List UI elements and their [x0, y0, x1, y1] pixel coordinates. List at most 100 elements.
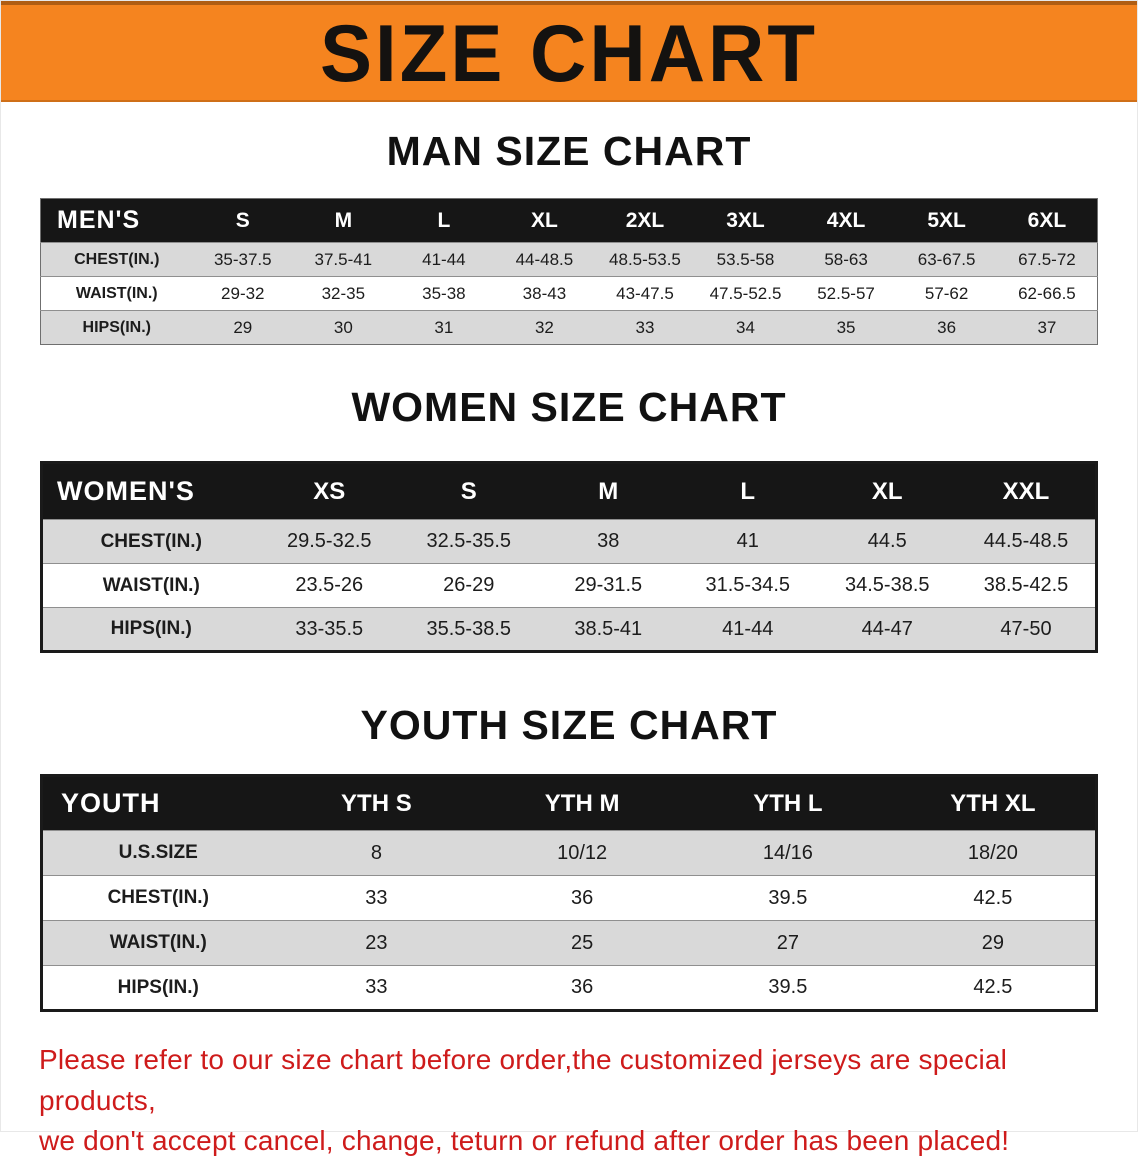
page-title: SIZE CHART [320, 6, 818, 99]
youth-size-table: YOUTH YTH S YTH M YTH L YTH XL U.S.SIZE 8 10/12… [40, 774, 1098, 1013]
table-cell: 25 [479, 920, 685, 966]
row-label: WAIST(IN.) [41, 920, 274, 966]
table-cell: 52.5-57 [795, 276, 897, 311]
womens-corner-label: WOMEN'S [41, 462, 260, 520]
table-cell: 38-43 [494, 276, 595, 311]
size-column-header: XL [494, 198, 595, 243]
size-column-header: S [192, 198, 294, 243]
table-cell: 44-48.5 [494, 242, 595, 277]
table-cell: 47.5-52.5 [695, 276, 796, 311]
table-cell: 39.5 [685, 965, 891, 1011]
table-cell: 36 [479, 965, 685, 1011]
table-cell: 37 [996, 310, 1098, 345]
table-cell: 30 [293, 310, 394, 345]
size-column-header: XS [259, 462, 399, 520]
table-cell: 27 [685, 920, 891, 966]
table-cell: 14/16 [685, 830, 891, 876]
size-column-header: 3XL [695, 198, 796, 243]
table-cell: 38 [538, 519, 678, 564]
table-cell: 42.5 [890, 965, 1097, 1011]
disclaimer: Please refer to our size chart before or… [39, 1040, 1099, 1162]
table-cell: 18/20 [890, 830, 1097, 876]
size-column-header: 4XL [795, 198, 897, 243]
table-cell: 31 [393, 310, 495, 345]
row-label: WAIST(IN.) [41, 563, 260, 608]
size-column-header: L [393, 198, 495, 243]
table-row: WAIST(IN.) 23.5-26 26-29 29-31.5 31.5-34.5 34… [41, 563, 1097, 608]
table-cell: 47-50 [957, 607, 1097, 652]
table-cell: 29-31.5 [538, 563, 678, 608]
row-label: HIPS(IN.) [41, 607, 260, 652]
size-column-header: YTH XL [890, 775, 1097, 831]
table-cell: 37.5-41 [293, 242, 394, 277]
mens-header-row: MEN'S S M L XL 2XL 3XL 4XL 5XL 6XL [40, 198, 1098, 243]
table-row: CHEST(IN.) 35-37.5 37.5-41 41-44 44-48.5 48.5… [40, 242, 1098, 277]
table-cell: 58-63 [795, 242, 897, 277]
mens-corner-label: MEN'S [40, 198, 193, 243]
size-column-header: L [678, 462, 818, 520]
row-label: CHEST(IN.) [41, 875, 274, 921]
size-column-header: M [538, 462, 678, 520]
table-cell: 44-47 [817, 607, 957, 652]
table-cell: 32 [494, 310, 595, 345]
table-cell: 35 [795, 310, 897, 345]
womens-size-table: WOMEN'S XS S M L XL XXL CHEST(IN.) 29.5-32.5 32.5… [40, 461, 1098, 654]
size-column-header: YTH L [685, 775, 891, 831]
table-cell: 35.5-38.5 [399, 607, 539, 652]
table-cell: 42.5 [890, 875, 1097, 921]
table-cell: 41-44 [393, 242, 495, 277]
size-column-header: S [399, 462, 539, 520]
table-cell: 10/12 [479, 830, 685, 876]
size-column-header: 2XL [594, 198, 696, 243]
row-label: WAIST(IN.) [40, 276, 193, 311]
table-cell: 44.5-48.5 [957, 519, 1097, 564]
table-cell: 23 [273, 920, 480, 966]
row-label: HIPS(IN.) [40, 310, 193, 345]
size-column-header: YTH M [479, 775, 685, 831]
mens-size-table: MEN'S S M L XL 2XL 3XL 4XL 5XL 6XL CHEST(IN.) 35-37… [40, 198, 1098, 346]
table-cell: 41 [678, 519, 818, 564]
womens-section-heading: WOMEN SIZE CHART [351, 384, 787, 431]
table-cell: 34.5-38.5 [817, 563, 957, 608]
table-cell: 29 [890, 920, 1097, 966]
size-column-header: 6XL [996, 198, 1098, 243]
table-row: HIPS(IN.) 33-35.5 35.5-38.5 38.5-41 41-44 44-… [41, 607, 1097, 652]
table-cell: 29-32 [192, 276, 294, 311]
table-cell: 41-44 [678, 607, 818, 652]
table-cell: 23.5-26 [259, 563, 399, 608]
table-cell: 33 [273, 875, 480, 921]
size-column-header: YTH S [273, 775, 480, 831]
table-row: WAIST(IN.) 29-32 32-35 35-38 38-43 43-47.5 47.… [40, 276, 1098, 311]
table-cell: 53.5-58 [695, 242, 796, 277]
table-cell: 62-66.5 [996, 276, 1098, 311]
youth-corner-label: YOUTH [41, 775, 274, 831]
table-row: CHEST(IN.) 29.5-32.5 32.5-35.5 38 41 44.5 44.5… [41, 519, 1097, 564]
table-cell: 38.5-42.5 [957, 563, 1097, 608]
size-column-header: 5XL [896, 198, 997, 243]
disclaimer-line-1: Please refer to our size chart before or… [39, 1044, 1008, 1116]
table-cell: 33-35.5 [259, 607, 399, 652]
youth-section: YOUTH SIZE CHART YOUTH YTH S YTH M YTH L YTH… [1, 703, 1137, 1013]
table-cell: 31.5-34.5 [678, 563, 818, 608]
table-cell: 32.5-35.5 [399, 519, 539, 564]
table-row: CHEST(IN.) 33 36 39.5 42.5 [41, 875, 1097, 921]
table-row: HIPS(IN.) 33 36 39.5 42.5 [41, 965, 1097, 1011]
table-cell: 67.5-72 [996, 242, 1098, 277]
table-cell: 44.5 [817, 519, 957, 564]
table-cell: 63-67.5 [896, 242, 997, 277]
womens-header-row: WOMEN'S XS S M L XL XXL [41, 462, 1097, 520]
mens-section: MAN SIZE CHART MEN'S S M L XL 2XL 3XL 4XL 5XL 6XL… [1, 128, 1137, 346]
table-row: HIPS(IN.) 29 30 31 32 33 34 35 36 37 [40, 310, 1098, 345]
table-cell: 8 [273, 830, 480, 876]
row-label: CHEST(IN.) [40, 242, 193, 277]
size-column-header: XXL [957, 462, 1097, 520]
banner: SIZE CHART [1, 1, 1137, 102]
table-cell: 35-38 [393, 276, 495, 311]
table-cell: 33 [594, 310, 696, 345]
table-cell: 39.5 [685, 875, 891, 921]
table-cell: 36 [896, 310, 997, 345]
table-cell: 33 [273, 965, 480, 1011]
table-cell: 34 [695, 310, 796, 345]
size-column-header: XL [817, 462, 957, 520]
